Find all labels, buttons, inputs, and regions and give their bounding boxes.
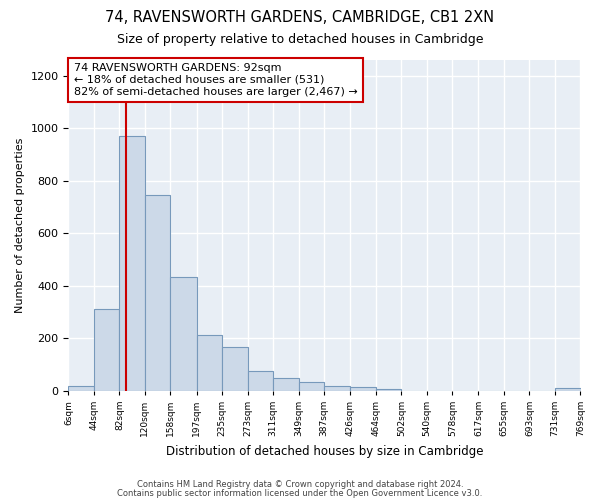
Bar bbox=[119, 136, 145, 391]
Bar bbox=[145, 195, 170, 391]
Bar bbox=[222, 348, 248, 391]
Text: Contains HM Land Registry data © Crown copyright and database right 2024.: Contains HM Land Registry data © Crown c… bbox=[137, 480, 463, 489]
Y-axis label: Number of detached properties: Number of detached properties bbox=[15, 138, 25, 313]
Bar bbox=[68, 386, 94, 391]
Text: Size of property relative to detached houses in Cambridge: Size of property relative to detached ho… bbox=[117, 32, 483, 46]
Bar bbox=[94, 310, 119, 391]
Bar bbox=[248, 371, 273, 391]
Bar bbox=[350, 387, 376, 391]
Bar bbox=[324, 386, 350, 391]
Bar bbox=[376, 388, 401, 391]
Text: 74, RAVENSWORTH GARDENS, CAMBRIDGE, CB1 2XN: 74, RAVENSWORTH GARDENS, CAMBRIDGE, CB1 … bbox=[106, 10, 494, 25]
Bar bbox=[299, 382, 324, 391]
Text: Contains public sector information licensed under the Open Government Licence v3: Contains public sector information licen… bbox=[118, 488, 482, 498]
Bar bbox=[273, 378, 299, 391]
Bar bbox=[197, 335, 222, 391]
X-axis label: Distribution of detached houses by size in Cambridge: Distribution of detached houses by size … bbox=[166, 444, 483, 458]
Text: 74 RAVENSWORTH GARDENS: 92sqm
← 18% of detached houses are smaller (531)
82% of : 74 RAVENSWORTH GARDENS: 92sqm ← 18% of d… bbox=[74, 64, 357, 96]
Bar bbox=[555, 388, 581, 391]
Bar bbox=[170, 276, 197, 391]
